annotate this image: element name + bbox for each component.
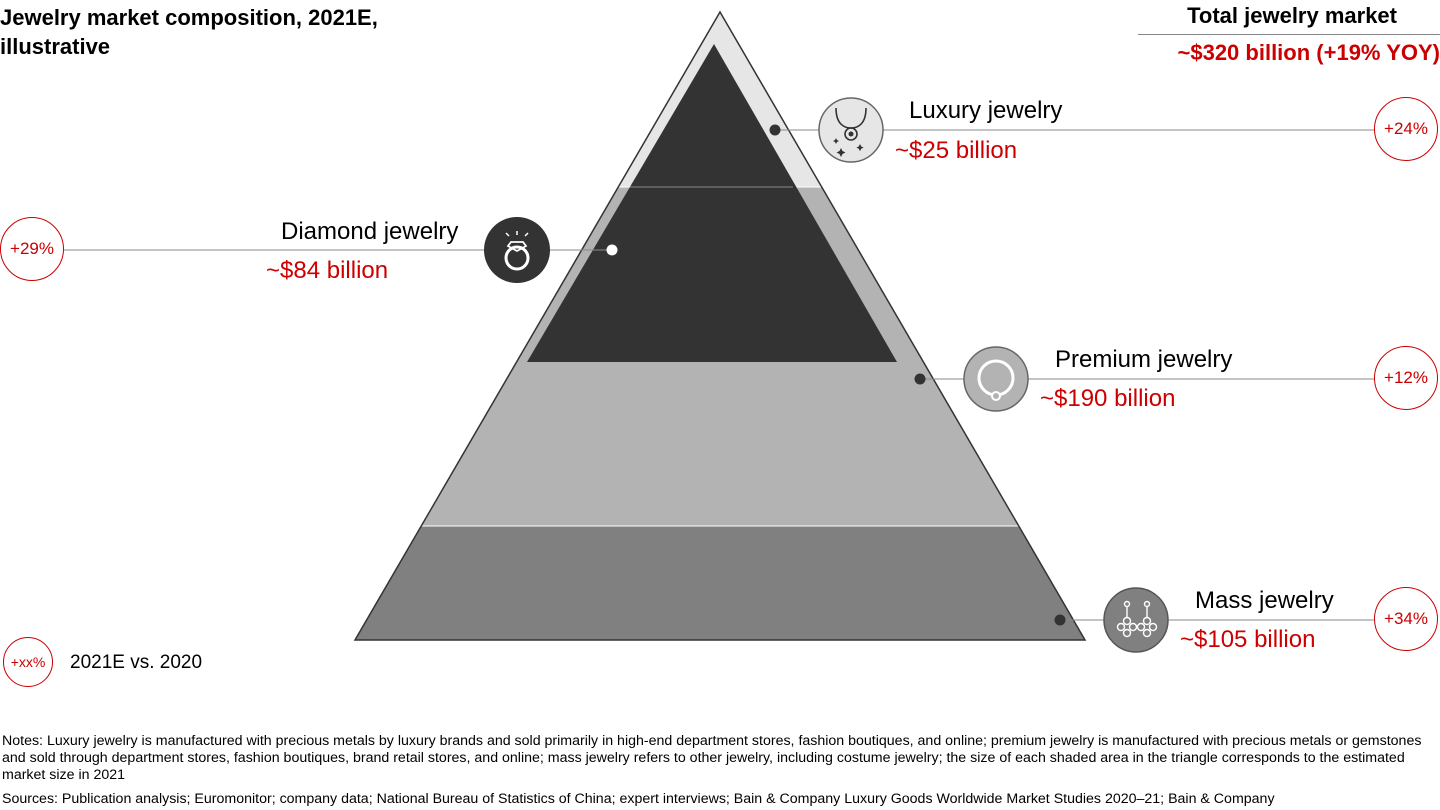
mass-name: Mass jewelry [1195,587,1334,614]
legend-symbol: +xx% [3,637,53,687]
premium-dot [914,373,926,385]
bangle-icon [963,346,1029,412]
mass-growth-badge: +34% [1374,587,1438,651]
pyramid-outline [353,10,1087,641]
notes-text: Notes: Luxury jewelry is manufactured wi… [2,733,1422,783]
legend-label: 2021E vs. 2020 [70,652,203,673]
mass-dot [1054,614,1066,626]
luxury-growth-badge: +24% [1374,97,1438,161]
premium-growth-badge: +12% [1374,346,1438,410]
luxury-name: Luxury jewelry [909,97,1063,124]
diamond-layer [527,44,897,362]
total-market-value: ~$320 billion (+19% YOY) [1177,40,1440,65]
sources-text: Sources: Publication analysis; Euromonit… [2,791,1275,807]
chart-title: Jewelry market composition, 2021E, illus… [0,5,378,59]
total-market-label: Total jewelry market [1187,3,1397,28]
diamond-growth-badge: +29% [0,217,64,281]
diamond-value: ~$84 billion [266,257,389,284]
luxury-value: ~$25 billion [895,137,1018,164]
mass-layer [355,526,1085,640]
earrings-icon [1103,587,1169,653]
premium-name: Premium jewelry [1055,346,1233,373]
mass-value: ~$105 billion [1180,626,1316,653]
diamond-dot [606,244,618,256]
diamond-ring-icon [484,217,550,283]
total-divider [1138,34,1440,35]
necklace-icon [818,97,884,163]
premium-value: ~$190 billion [1040,385,1176,412]
luxury-dot [769,124,781,136]
diamond-name: Diamond jewelry [281,218,459,245]
